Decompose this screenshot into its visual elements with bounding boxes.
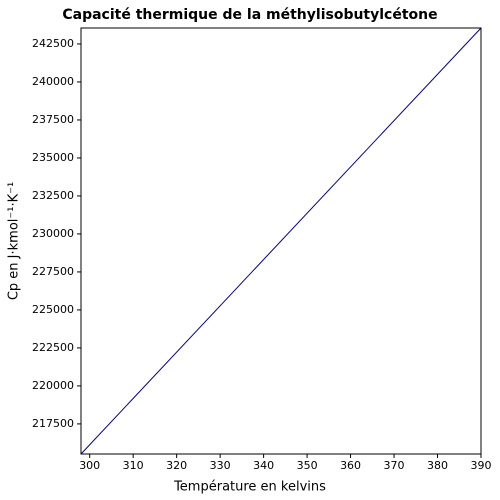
x-tick-label: 320 <box>166 459 187 472</box>
y-tick-label: 230000 <box>32 227 74 240</box>
y-tick-label: 237500 <box>32 113 74 126</box>
x-tick-label: 380 <box>427 459 448 472</box>
x-tick-label: 330 <box>210 459 231 472</box>
data-line <box>80 27 482 455</box>
y-tick-label: 242500 <box>32 37 74 50</box>
x-tick-label: 360 <box>340 459 361 472</box>
y-tick-label: 240000 <box>32 75 74 88</box>
y-tick-label: 235000 <box>32 151 74 164</box>
x-tick-label: 370 <box>384 459 405 472</box>
y-tick-label: 232500 <box>32 189 74 202</box>
y-tick-label: 227500 <box>32 265 74 278</box>
x-axis-label: Température en kelvins <box>173 480 326 495</box>
x-tick-label: 310 <box>123 459 144 472</box>
y-tick-label: 225000 <box>32 303 74 316</box>
x-tick-label: 390 <box>471 459 492 472</box>
y-axis-label: Cp en J·kmol⁻¹·K⁻¹ <box>7 182 22 300</box>
y-tick-label: 220000 <box>32 379 74 392</box>
y-tick-label: 222500 <box>32 341 74 354</box>
chart-title: Capacité thermique de la méthylisobutylc… <box>62 7 437 23</box>
x-tick-label: 350 <box>297 459 318 472</box>
x-tick-label: 300 <box>79 459 100 472</box>
x-tick-label: 340 <box>253 459 274 472</box>
plot-frame <box>80 27 482 455</box>
y-tick-label: 217500 <box>32 417 74 430</box>
